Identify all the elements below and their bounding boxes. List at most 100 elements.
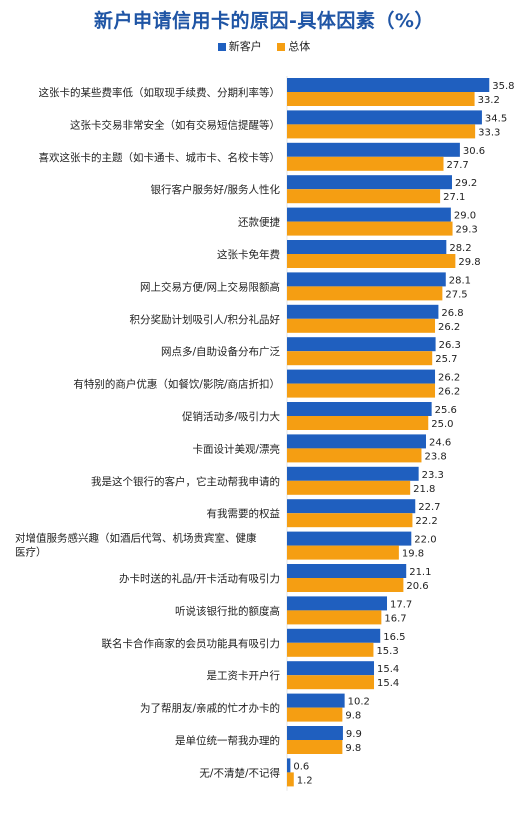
chart-title: 新户申请信用卡的原因-具体因素（%） [94,10,434,32]
data-label: 16.5 [383,632,405,643]
bar-overall [287,383,436,398]
bar-new-customers [287,142,460,157]
bar-new-customers [287,337,436,352]
data-label: 33.2 [478,95,500,106]
data-label: 21.1 [409,567,431,578]
data-label: 29.2 [455,178,477,189]
bar-overall [287,318,436,333]
data-label: 34.5 [485,113,507,124]
data-label: 22.0 [414,535,436,546]
legend-item-new-customers: 新客户 [217,38,262,54]
data-label: 23.3 [422,470,444,481]
data-label: 27.5 [445,289,467,300]
category-label: 有特别的商户优惠（如餐饮/影院/商店折扣） [73,378,280,391]
bar-new-customers [287,726,343,740]
data-label: 15.4 [377,664,399,675]
data-label: 17.7 [390,599,412,610]
bar-new-customers [287,564,407,578]
data-label: 9.8 [345,711,361,722]
data-label: 26.2 [438,387,460,398]
bar-overall [287,642,374,657]
data-label: 28.1 [449,275,471,286]
bar-overall [287,189,441,204]
category-label: 为了帮朋友/亲戚的忙才办卡的 [140,702,280,715]
data-label: 25.7 [435,354,457,365]
data-label: 23.8 [424,451,446,462]
bar-new-customers [287,758,291,773]
category-label: 我是这个银行的客户，它主动帮我申请的 [91,475,280,488]
bar-overall [287,124,476,139]
legend-swatch-new-customers [217,43,226,51]
data-label: 15.3 [376,646,398,657]
bar-overall [287,286,443,301]
bar-new-customers [287,661,375,676]
data-label: 25.0 [431,419,453,430]
legend-label-new-customers: 新客户 [228,40,262,53]
data-label: 0.6 [293,761,309,772]
bar-new-customers [287,207,451,222]
bar-overall [287,480,411,495]
category-label: 是单位统一帮我办理的 [175,734,280,747]
bar-new-customers [287,110,482,125]
category-label: 积分奖励计划吸引人/积分礼品好 [129,313,280,326]
bar-new-customers [287,466,419,481]
bar-overall [287,740,343,754]
data-label: 16.7 [384,613,406,624]
bar-overall [287,416,429,430]
category-label: 有我需要的权益 [207,507,281,520]
bar-new-customers [287,175,452,190]
data-label: 15.4 [377,678,399,689]
bar-new-customers [287,369,436,384]
category-label: 卡面设计美观/漂亮 [192,442,280,455]
bar-new-customers [287,402,432,416]
data-label: 33.3 [478,127,500,138]
bar-new-customers [287,272,446,287]
data-label: 21.8 [413,484,435,495]
data-label: 25.6 [435,405,457,416]
data-label: 29.0 [454,211,476,222]
legend-label-overall: 总体 [288,40,311,53]
data-label: 20.6 [406,581,428,592]
bar-new-customers [287,628,381,643]
bar-overall [287,513,413,528]
bar-overall [287,545,399,560]
bar-overall [287,254,456,268]
data-label: 29.3 [456,225,478,236]
data-label: 24.6 [429,437,451,448]
category-label: 联名卡合作商家的会员功能具有吸引力 [102,637,281,650]
bar-new-customers [287,78,490,92]
data-label: 26.2 [438,373,460,384]
category-label: 这张卡的某些费率低（如取现手续费、分期利率等） [39,86,281,99]
bar-new-customers [287,693,345,708]
bar-overall [287,578,404,592]
bar-overall [287,448,422,463]
data-label: 19.8 [402,549,424,560]
bar-overall [287,221,453,236]
bar-overall [287,707,343,722]
bar-overall [287,156,444,171]
data-label: 22.2 [415,516,437,527]
bar-new-customers [287,434,426,449]
bar-new-customers [287,240,447,254]
bar-new-customers [287,304,439,319]
legend-item-overall: 总体 [277,38,310,54]
data-label: 9.8 [345,743,361,754]
bar-new-customers [287,531,412,546]
category-label: 办卡时送的礼品/开卡活动有吸引力 [119,572,280,585]
data-label: 10.2 [348,697,370,708]
bar-overall [287,610,382,625]
legend-swatch-overall [277,43,286,51]
category-label: 银行客户服务好/服务人性化 [150,183,280,196]
category-label: 是工资卡开户行 [207,669,281,682]
category-label: 对增值服务感兴趣（如酒后代驾、机场贵宾室、健康医疗） [15,532,257,559]
data-label: 29.8 [458,257,480,268]
category-label: 喜欢这张卡的主题（如卡通卡、城市卡、名校卡等） [39,151,281,164]
category-label: 促销活动多/吸引力大 [182,410,281,423]
category-label: 这张卡交易非常安全（如有交易短信提醒等） [70,118,280,131]
chart-legend: 新客户 总体 [0,38,528,54]
data-label: 35.8 [492,81,514,92]
bar-overall [287,351,433,366]
bar-overall [287,772,294,787]
bar-overall [287,675,375,690]
